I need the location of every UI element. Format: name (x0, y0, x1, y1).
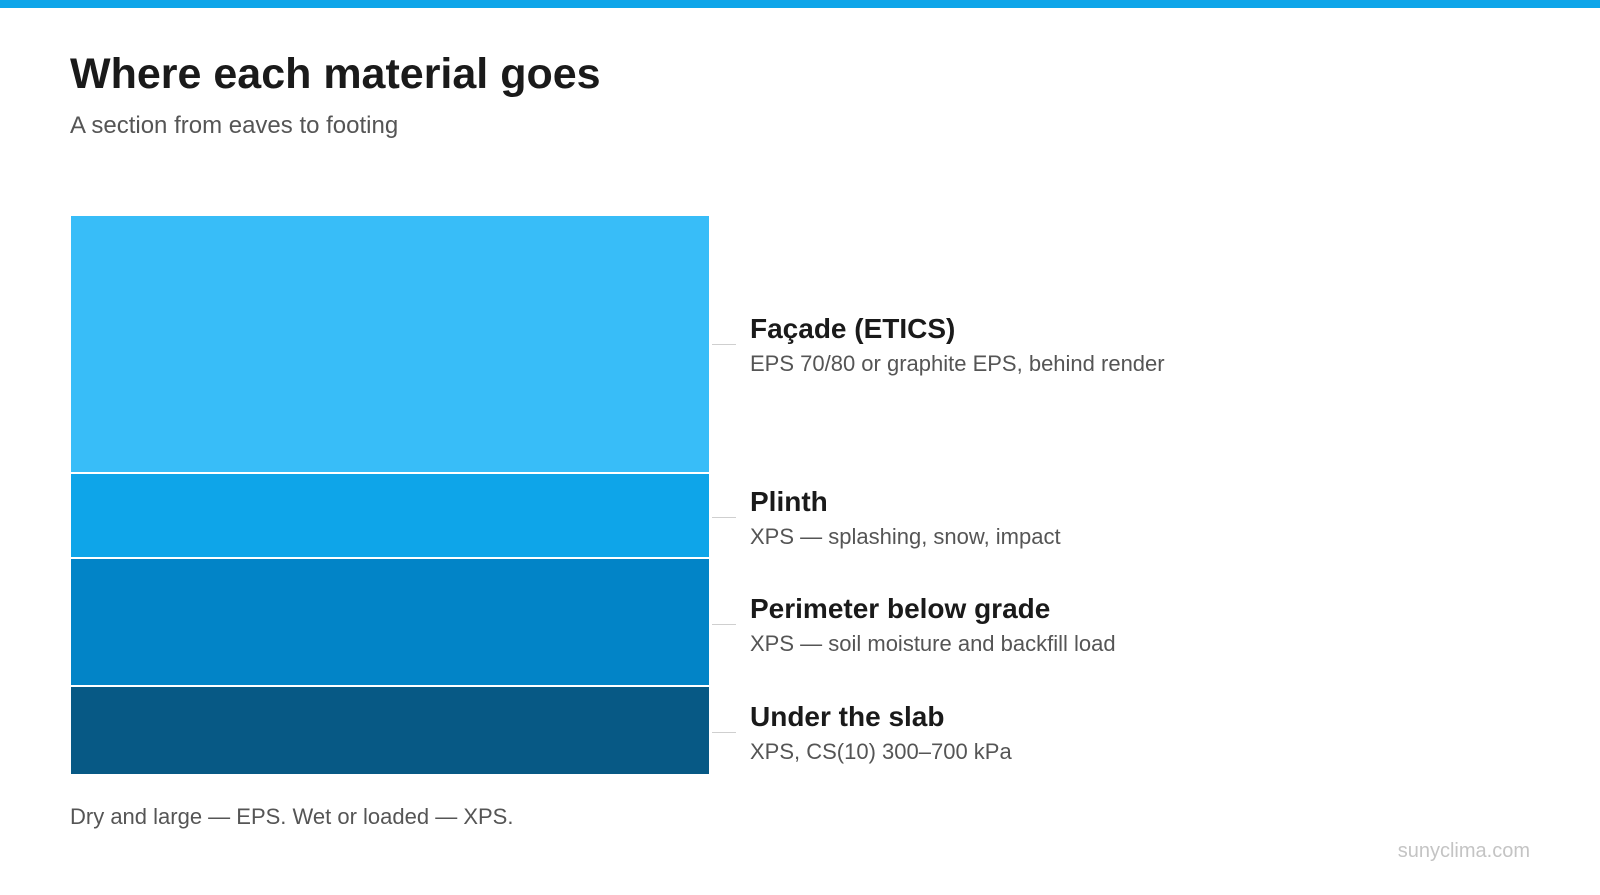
layer-description: XPS, CS(10) 300–700 kPa (750, 739, 1012, 764)
top-accent-bar (0, 0, 1600, 8)
layer-description: XPS — soil moisture and backfill load (750, 631, 1116, 656)
layer-name: Under the slab (750, 701, 945, 732)
layer-perimeter (71, 559, 709, 685)
leader-line (712, 624, 736, 625)
page-title: Where each material goes (70, 50, 601, 98)
page-subtitle: A section from eaves to footing (70, 112, 399, 139)
leader-line (712, 344, 736, 345)
layer-name: Façade (ETICS) (750, 313, 956, 344)
layer-plinth (71, 474, 709, 557)
leader-line (712, 517, 736, 518)
layer-name: Plinth (750, 486, 828, 517)
leader-line (712, 732, 736, 733)
source-credit: sunyclima.com (1397, 840, 1530, 862)
layer-name: Perimeter below grade (750, 593, 1051, 624)
layer-description: XPS — splashing, snow, impact (750, 524, 1061, 549)
layer-under-slab (71, 687, 709, 774)
layer-facade (71, 216, 709, 472)
section-diagram (71, 216, 709, 774)
layer-description: EPS 70/80 or graphite EPS, behind render (750, 351, 1165, 376)
footnote: Dry and large — EPS. Wet or loaded — XPS… (70, 804, 514, 829)
